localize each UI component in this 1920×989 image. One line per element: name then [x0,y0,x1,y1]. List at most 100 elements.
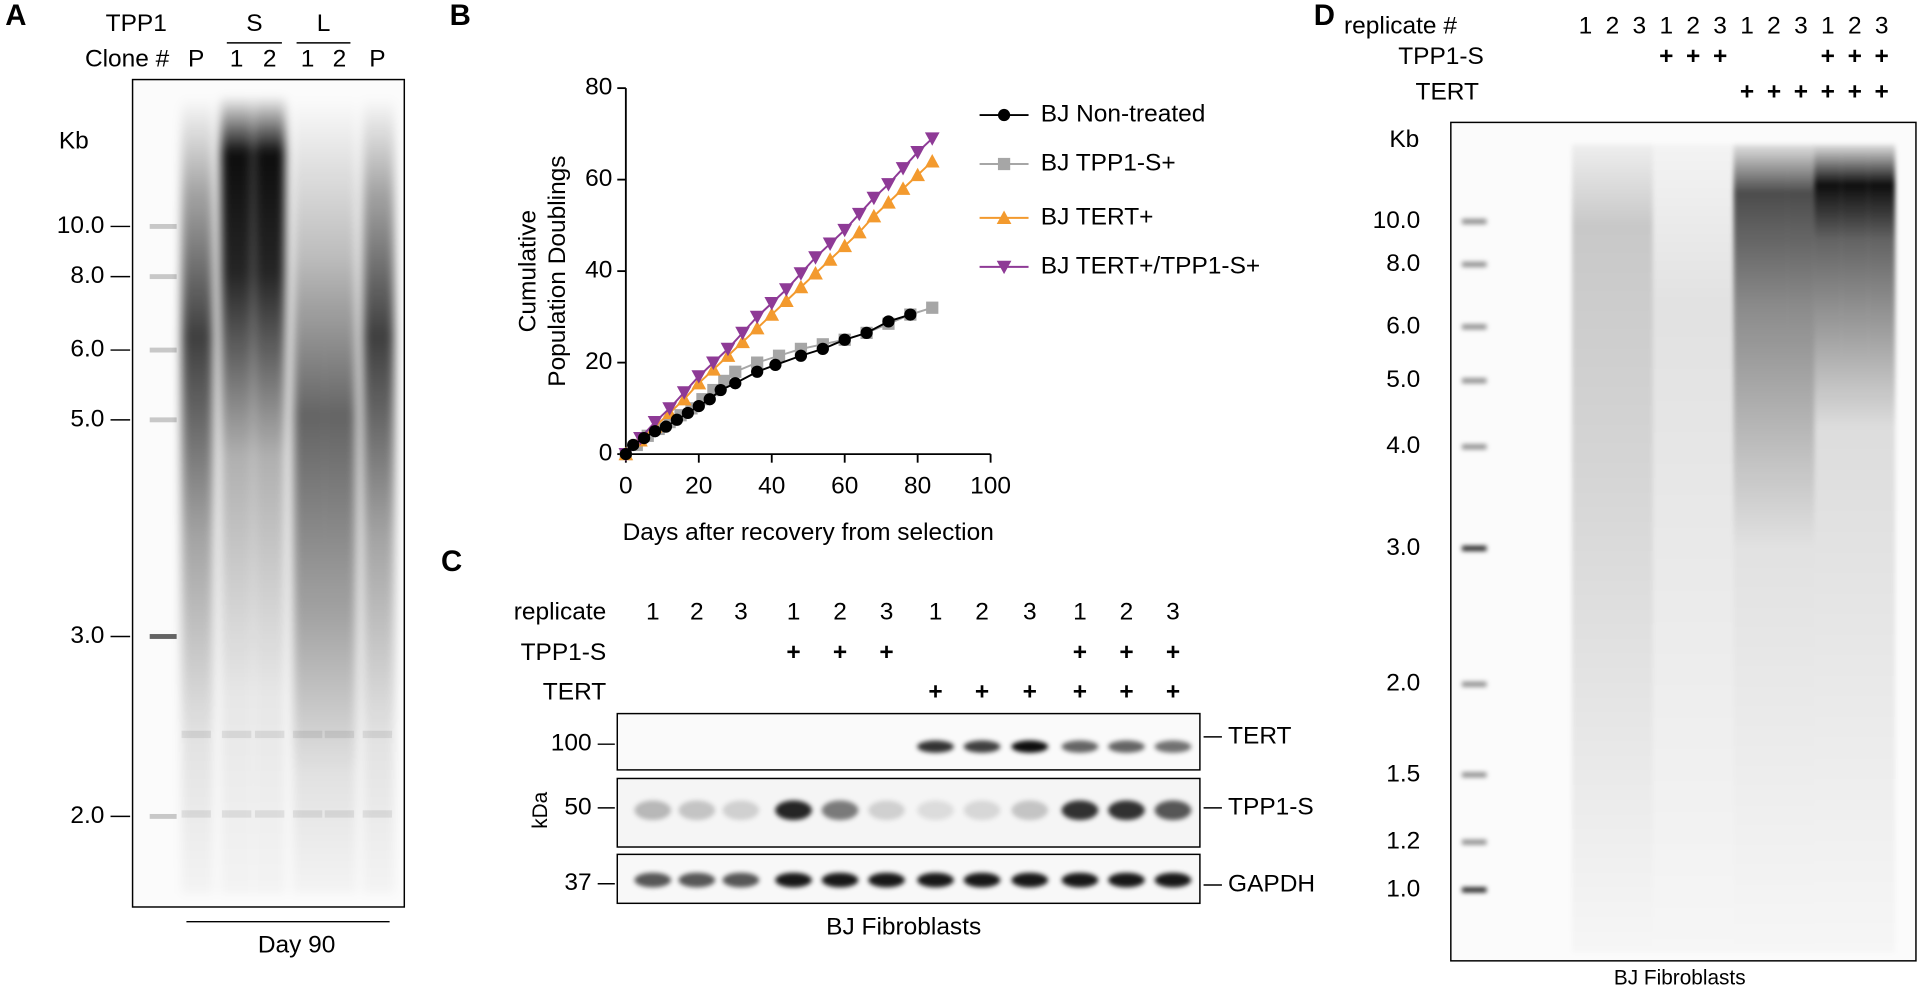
data-point [778,293,794,307]
blot-band [634,800,672,821]
blot-band [775,800,812,821]
lane-label: + [1713,43,1727,70]
data-point [720,342,736,357]
data-point [729,365,742,378]
data-point [778,283,794,297]
blot-band [634,872,672,888]
lane-label: 2 [1686,12,1700,39]
data-point [729,377,742,390]
data-point [808,266,823,280]
lane-label: 2 [833,599,847,626]
lane-label: 1 [929,599,943,626]
footer: BJ Fibroblasts [1614,967,1746,989]
gel-band [254,730,285,739]
data-point [714,383,727,397]
group-label: L [317,10,331,37]
footer: BJ Fibroblasts [826,913,981,940]
legend-label: BJ TERT+ [1041,203,1154,230]
x-tick-label: 100 [970,473,1011,500]
x-tick-label: 0 [619,473,633,500]
lane-label: + [1119,639,1133,666]
size-unit: kDa [529,791,552,828]
lane-label: 2 [263,45,277,72]
gel-lane [1841,144,1869,953]
ladder-band [1461,324,1487,330]
blot-band [1011,872,1049,888]
lane-label: 1 [1579,12,1593,39]
lane-label: + [1794,78,1808,105]
data-point [926,301,939,314]
blot-band [1108,800,1145,821]
lane-label: + [1659,43,1673,70]
legend-marker [996,260,1012,275]
blot-band [1011,800,1049,821]
lane-label: + [1875,78,1889,105]
lane-label: 1 [1073,599,1087,626]
footer: Day 90 [258,932,336,959]
marker-label: 1.0 [1386,875,1420,902]
blot-band [678,872,716,888]
ladder-band [1461,545,1487,551]
blot-band [963,800,1001,821]
series-line [625,137,933,455]
data-point [659,420,673,433]
blot-band [1154,800,1192,821]
blot-band [1061,740,1099,753]
lane-label: + [1821,43,1835,70]
data-point [860,326,873,339]
data-point [670,413,684,426]
lane-label: 2 [333,45,347,72]
data-point [924,153,940,168]
marker-label: 1.5 [1386,760,1420,787]
marker-label: 3.0 [70,622,104,649]
row-label: replicate [514,599,607,626]
data-point [691,370,707,384]
legend-label: BJ TPP1-S+ [1041,149,1176,176]
group-label: S [246,10,262,37]
lane-label: 1 [1740,12,1754,39]
data-point [851,207,867,222]
data-point [749,310,765,325]
ladder-band [1461,887,1487,893]
lane-label: + [1848,43,1862,70]
blot-band [775,872,812,888]
row-label: replicate # [1344,12,1457,39]
lane-label: 2 [1848,12,1862,39]
legend-marker [997,108,1011,122]
band-label: TERT [1228,722,1291,749]
gel-band [221,730,252,739]
lane-label: + [879,639,893,666]
lane-label: 3 [1166,599,1180,626]
ladder-band [149,634,177,639]
blot-band [1108,740,1145,753]
gel-band [221,810,252,818]
ladder-band [149,223,177,229]
data-point [751,356,764,369]
blot-band [963,740,1001,753]
blot [616,712,1201,771]
lane-label: + [1686,43,1700,70]
size-label: 37 [564,869,591,896]
gel-lane [1814,144,1842,953]
lane-label: P [188,45,204,72]
blot-band [722,872,760,888]
gel-lane [1706,144,1734,953]
y-tick-label: 60 [585,165,612,192]
ladder-band [1461,219,1487,224]
blot-band [678,800,716,821]
legend-marker [997,157,1011,171]
data-point [637,431,651,445]
blot-band [1154,740,1192,753]
blot-band [1108,872,1145,888]
data-point [676,386,692,400]
data-point [793,279,809,294]
size-label: 50 [564,793,591,820]
gel-d-lanes [1461,144,1896,953]
gel-band [362,730,393,739]
gel-band [324,730,355,739]
ladder-band [149,274,177,280]
data-point [895,181,911,195]
ladder-band [149,813,177,819]
blot-band [722,800,760,821]
